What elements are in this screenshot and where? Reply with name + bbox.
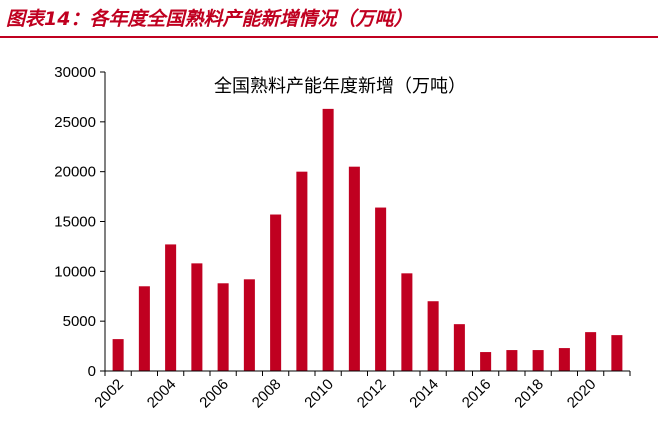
y-tick-label: 5000 xyxy=(63,313,96,330)
x-tick-label: 2016 xyxy=(459,376,495,412)
y-tick-label: 30000 xyxy=(54,64,96,81)
bar-2017 xyxy=(506,350,518,371)
bar-2010 xyxy=(322,108,334,371)
bar-2011 xyxy=(348,166,360,371)
x-tick-label: 2004 xyxy=(144,376,180,412)
bar-2018 xyxy=(532,350,544,371)
x-tick-label: 2006 xyxy=(196,376,232,412)
bars-group xyxy=(112,108,623,371)
x-axis: 2002 2004 2006 2008 2010 2012 2014 2016 2018 2020 xyxy=(91,370,631,412)
y-tick-label: 15000 xyxy=(54,214,96,231)
bar-2007 xyxy=(243,279,255,371)
x-tick-label: 2002 xyxy=(91,376,127,412)
x-tick-label: 2014 xyxy=(406,376,442,412)
y-axis: 0 5000 10000 15000 20000 25000 30000 xyxy=(54,64,106,380)
bar-2015 xyxy=(453,324,465,371)
bar-2008 xyxy=(270,214,282,371)
bar-2021 xyxy=(611,335,623,371)
bar-2005 xyxy=(191,263,203,371)
bar-2006 xyxy=(217,283,229,371)
x-tick-label: 2018 xyxy=(511,376,547,412)
bar-2004 xyxy=(165,244,177,371)
bar-2013 xyxy=(401,273,413,371)
y-tick-label: 20000 xyxy=(54,164,96,181)
y-tick-label: 10000 xyxy=(54,263,96,280)
bar-2016 xyxy=(480,352,492,371)
chart-title: 全国熟料产能年度新增（万吨） xyxy=(214,76,466,97)
bar-2012 xyxy=(375,207,387,371)
y-tick-label: 25000 xyxy=(54,114,96,131)
bar-2019 xyxy=(558,348,570,371)
x-tick-label: 2012 xyxy=(354,376,390,412)
bar-2003 xyxy=(138,286,150,371)
title-rule xyxy=(0,36,658,38)
x-tick-label: 2010 xyxy=(301,376,337,412)
bar-2014 xyxy=(427,301,439,371)
bar-2020 xyxy=(585,332,597,371)
bar-2009 xyxy=(296,171,308,371)
x-tick-label: 2020 xyxy=(564,376,600,412)
bar-2002 xyxy=(112,339,124,371)
y-tick-label: 0 xyxy=(88,363,96,380)
x-tick-label: 2008 xyxy=(249,376,285,412)
figure-title: 图表14：各年度全国熟料产能新增情况（万吨） xyxy=(6,8,413,30)
